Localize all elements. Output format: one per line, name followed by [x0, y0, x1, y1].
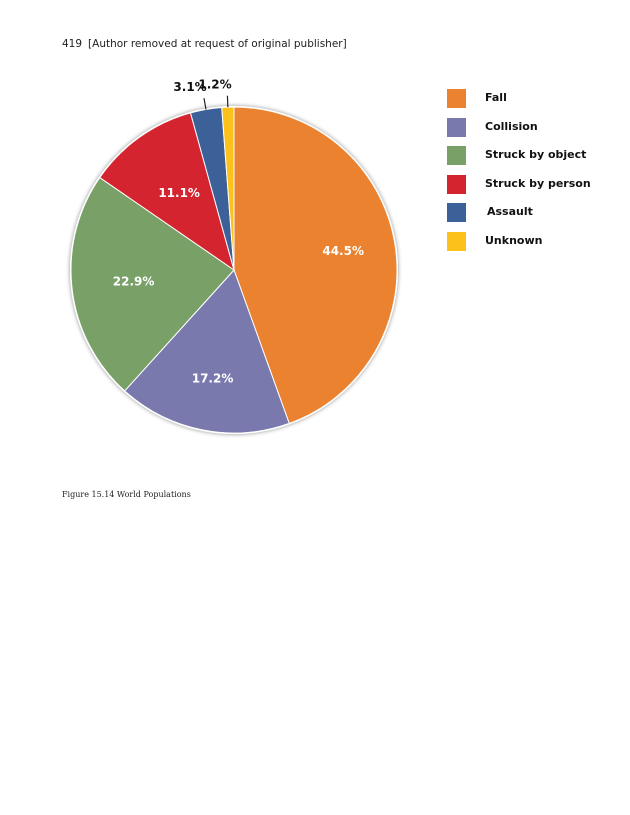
slice-label-fall: 44.5%: [322, 244, 364, 258]
legend-label-collision: Collision: [485, 119, 538, 133]
legend-label-assault: Assault: [487, 205, 533, 219]
page-header: 419 [Author removed at request of origina…: [62, 38, 347, 50]
figure-caption: Figure 15.14 World Populations: [62, 490, 191, 499]
pie-slice-struck-by-person: [99, 112, 235, 272]
slice-label-assault: 3.1%: [173, 80, 206, 94]
legend-swatch-struck-by-object: [447, 146, 466, 166]
legend-swatch-collision: [447, 117, 466, 137]
legend-label-fall: Fall: [485, 91, 507, 104]
legend-swatch-fall: [447, 89, 466, 108]
leader-lines: [203, 95, 229, 110]
pie-slice-fall: [233, 106, 398, 425]
legend-swatch-unknown: [447, 231, 466, 251]
legend-label-unknown: Unknown: [485, 233, 543, 247]
slice-labels: 44.5% 17.2% 22.9% 11.1% 3.1%1.2%: [113, 77, 364, 385]
legend-swatch-struck-by-person: [447, 174, 466, 194]
legend-swatch-assault: [447, 203, 466, 223]
page-number: 419: [62, 38, 83, 50]
legend-label-struck-by-person: Struck by person: [485, 176, 591, 190]
pie-slice-collision: [123, 269, 290, 434]
slice-label-struck-by-person: 11.1%: [158, 186, 200, 200]
legend-label-struck-by-object: Struck by object: [485, 148, 587, 162]
slice-label-unknown: 1.2%: [198, 77, 231, 91]
header-text: [Author removed at request of original p…: [88, 38, 347, 50]
slice-label-struck-by-object: 22.9%: [113, 275, 155, 289]
slice-label-collision: 17.2%: [192, 372, 234, 386]
pie-slice-struck-by-object: [70, 176, 235, 392]
leader-line-assault: [203, 98, 207, 110]
pie-slices: [70, 106, 398, 434]
